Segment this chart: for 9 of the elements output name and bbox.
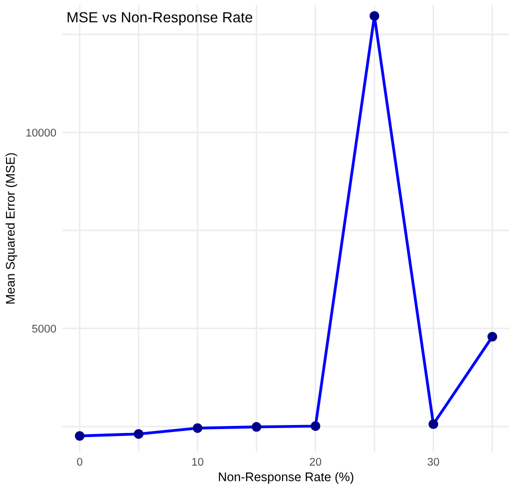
x-tick-label: 30 (428, 458, 440, 466)
x-axis-title: Non-Response Rate (%) (218, 472, 354, 484)
chart-title: MSE vs Non-Response Rate (68, 12, 252, 26)
x-tick-label: 0 (77, 458, 82, 466)
y-tick-label: 10000 (26, 128, 56, 137)
y-tick-label: 5000 (32, 324, 56, 333)
x-tick-label: 10 (192, 458, 204, 466)
y-axis-title: Mean Squared Error (MSE) (6, 153, 18, 304)
x-tick-label: 20 (310, 458, 322, 466)
